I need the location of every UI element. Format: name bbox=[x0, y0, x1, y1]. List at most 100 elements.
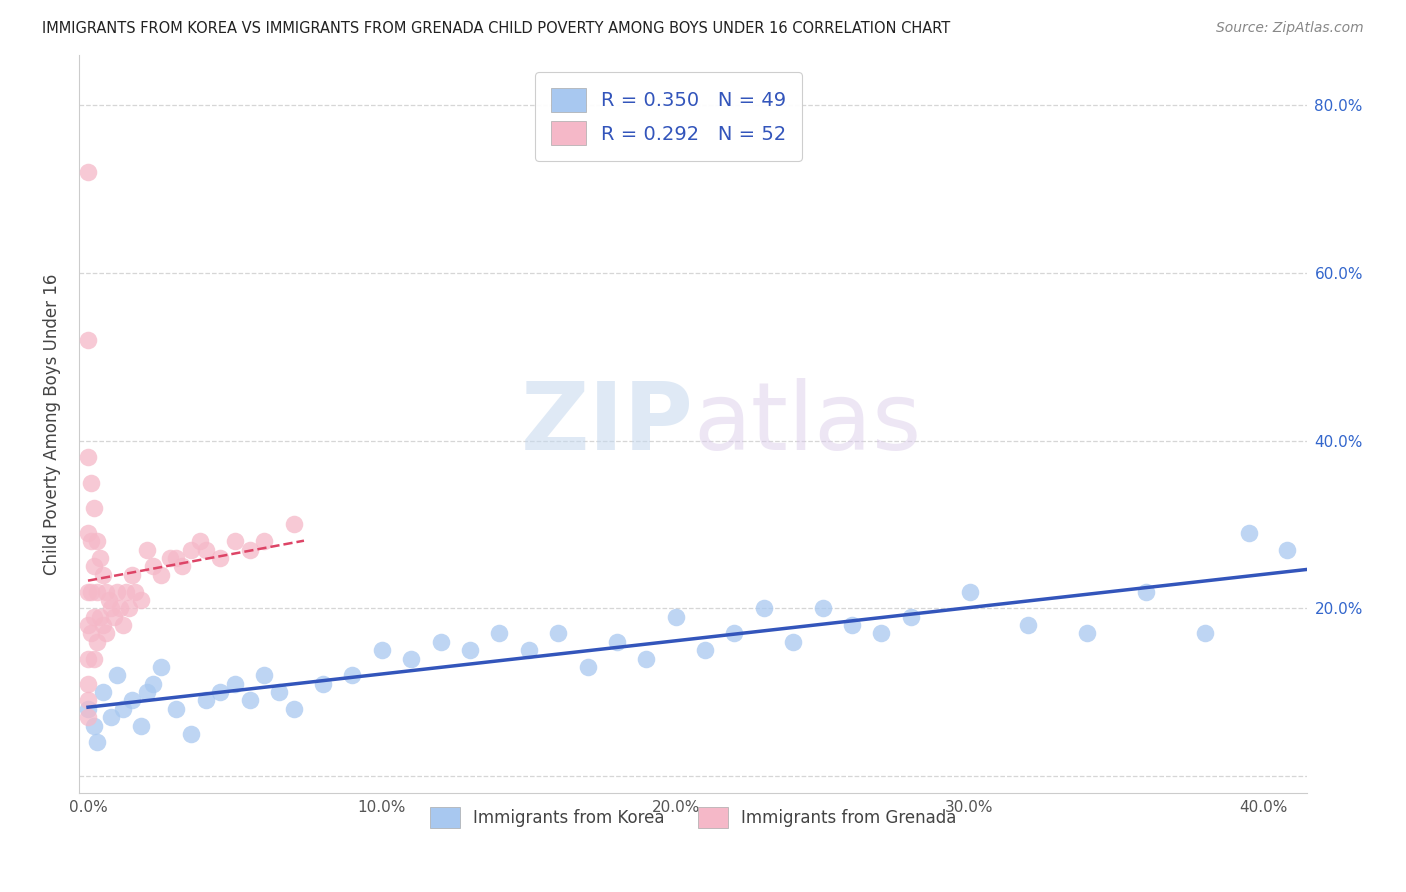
Point bbox=[150, 567, 173, 582]
Point bbox=[77, 693, 100, 707]
Point bbox=[811, 601, 834, 615]
Point bbox=[693, 643, 716, 657]
Point bbox=[77, 333, 100, 347]
Point bbox=[100, 710, 122, 724]
Point bbox=[841, 618, 863, 632]
Point bbox=[458, 643, 481, 657]
Point bbox=[103, 609, 125, 624]
Point bbox=[91, 685, 114, 699]
Point bbox=[665, 609, 688, 624]
Point bbox=[77, 165, 100, 179]
Text: atlas: atlas bbox=[693, 378, 921, 470]
Point bbox=[1076, 626, 1098, 640]
Point bbox=[576, 660, 599, 674]
Text: IMMIGRANTS FROM KOREA VS IMMIGRANTS FROM GRENADA CHILD POVERTY AMONG BOYS UNDER : IMMIGRANTS FROM KOREA VS IMMIGRANTS FROM… bbox=[42, 21, 950, 36]
Point bbox=[77, 710, 100, 724]
Point bbox=[150, 660, 173, 674]
Point bbox=[83, 718, 105, 732]
Point bbox=[371, 643, 394, 657]
Point bbox=[77, 525, 100, 540]
Point bbox=[194, 693, 217, 707]
Point bbox=[89, 551, 111, 566]
Point bbox=[900, 609, 922, 624]
Point bbox=[91, 567, 114, 582]
Point bbox=[121, 567, 143, 582]
Point bbox=[91, 618, 114, 632]
Point bbox=[170, 559, 193, 574]
Point bbox=[180, 542, 202, 557]
Point bbox=[1135, 584, 1157, 599]
Point bbox=[283, 702, 305, 716]
Point bbox=[165, 551, 187, 566]
Point bbox=[1194, 626, 1216, 640]
Y-axis label: Child Poverty Among Boys Under 16: Child Poverty Among Boys Under 16 bbox=[44, 273, 60, 574]
Point bbox=[118, 601, 141, 615]
Point bbox=[636, 651, 658, 665]
Point bbox=[77, 584, 100, 599]
Point bbox=[135, 685, 157, 699]
Point bbox=[83, 609, 105, 624]
Point bbox=[77, 618, 100, 632]
Point bbox=[194, 542, 217, 557]
Point bbox=[129, 718, 152, 732]
Point bbox=[267, 685, 290, 699]
Point bbox=[959, 584, 981, 599]
Point bbox=[100, 601, 122, 615]
Point bbox=[80, 584, 103, 599]
Point bbox=[86, 635, 108, 649]
Point bbox=[517, 643, 540, 657]
Point bbox=[77, 676, 100, 690]
Point bbox=[77, 702, 100, 716]
Point bbox=[723, 626, 745, 640]
Point bbox=[165, 702, 187, 716]
Point bbox=[312, 676, 335, 690]
Point bbox=[752, 601, 775, 615]
Point bbox=[86, 735, 108, 749]
Point bbox=[105, 584, 128, 599]
Point bbox=[180, 727, 202, 741]
Point bbox=[105, 668, 128, 682]
Point bbox=[112, 618, 135, 632]
Point bbox=[159, 551, 181, 566]
Point bbox=[1237, 525, 1260, 540]
Point bbox=[142, 559, 165, 574]
Point bbox=[94, 626, 117, 640]
Point bbox=[97, 593, 120, 607]
Point bbox=[94, 584, 117, 599]
Point bbox=[224, 676, 246, 690]
Point bbox=[124, 584, 146, 599]
Legend: Immigrants from Korea, Immigrants from Grenada: Immigrants from Korea, Immigrants from G… bbox=[422, 799, 965, 836]
Point bbox=[83, 651, 105, 665]
Point bbox=[80, 475, 103, 490]
Point bbox=[77, 450, 100, 465]
Point bbox=[429, 635, 451, 649]
Point bbox=[1017, 618, 1039, 632]
Point bbox=[110, 601, 132, 615]
Point bbox=[83, 559, 105, 574]
Point bbox=[239, 693, 262, 707]
Point bbox=[83, 500, 105, 515]
Point bbox=[135, 542, 157, 557]
Point bbox=[121, 693, 143, 707]
Point bbox=[129, 593, 152, 607]
Point bbox=[115, 584, 138, 599]
Point bbox=[606, 635, 628, 649]
Point bbox=[80, 626, 103, 640]
Point bbox=[239, 542, 262, 557]
Point bbox=[80, 534, 103, 549]
Point bbox=[89, 609, 111, 624]
Point bbox=[142, 676, 165, 690]
Text: ZIP: ZIP bbox=[520, 378, 693, 470]
Point bbox=[86, 584, 108, 599]
Point bbox=[112, 702, 135, 716]
Point bbox=[782, 635, 804, 649]
Point bbox=[224, 534, 246, 549]
Text: Source: ZipAtlas.com: Source: ZipAtlas.com bbox=[1216, 21, 1364, 35]
Point bbox=[209, 551, 232, 566]
Point bbox=[488, 626, 510, 640]
Point bbox=[209, 685, 232, 699]
Point bbox=[283, 517, 305, 532]
Point bbox=[547, 626, 569, 640]
Point bbox=[253, 534, 276, 549]
Point bbox=[188, 534, 211, 549]
